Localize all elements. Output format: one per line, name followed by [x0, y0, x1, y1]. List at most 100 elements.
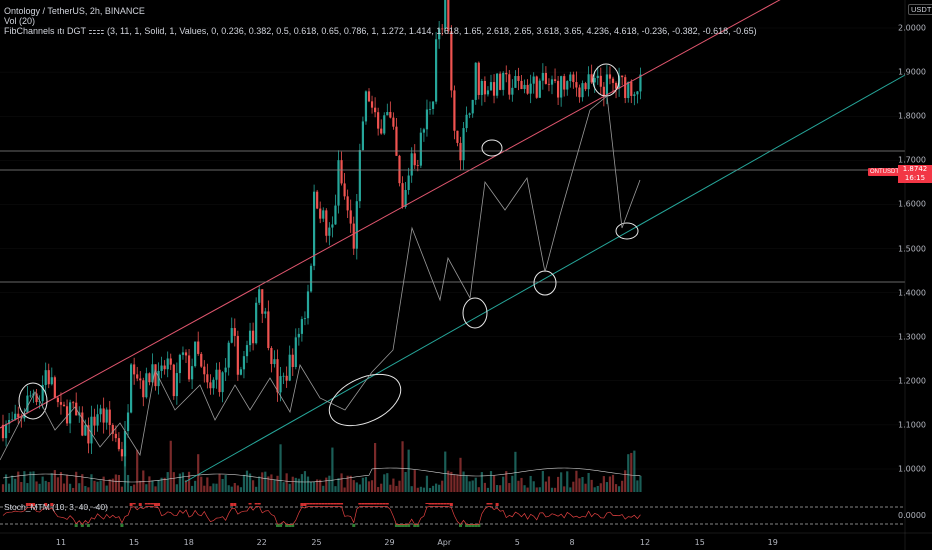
candle-body: [172, 364, 175, 397]
circle-annotation[interactable]: [462, 297, 488, 329]
stoch-overbought-fill: [25, 503, 29, 506]
volume-bar: [483, 482, 486, 492]
candle-body: [593, 78, 596, 83]
candle-body: [584, 83, 587, 90]
candle-body: [288, 354, 291, 381]
stoch-oversold-fill: [291, 524, 295, 527]
circle-annotation[interactable]: [481, 139, 503, 157]
volume-bar: [334, 486, 337, 492]
candle-body: [630, 81, 633, 96]
candle-body: [53, 377, 56, 398]
candle-body: [419, 132, 422, 166]
volume-bar: [395, 485, 398, 492]
circle-annotation[interactable]: [18, 382, 48, 420]
symbol-title[interactable]: Ontology / TetherUS, 2h, BINANCE: [4, 6, 145, 16]
volume-bar: [62, 483, 66, 492]
circle-annotation[interactable]: [321, 364, 408, 436]
volume-bar: [209, 486, 212, 492]
currency-label[interactable]: USDT: [908, 4, 932, 15]
candle-body: [553, 79, 557, 81]
stoch-overbought-fill: [364, 503, 368, 505]
volume-bar: [599, 483, 602, 492]
candle-body: [465, 114, 468, 129]
candle-body: [322, 210, 325, 219]
volume-indicator-label[interactable]: Vol (20): [4, 16, 36, 26]
volume-bar: [233, 483, 236, 492]
volume-bar: [477, 487, 480, 492]
stoch-overbought-fill: [150, 503, 154, 505]
stoch-oversold-fill: [459, 524, 462, 527]
lower-channel-line[interactable]: [184, 74, 906, 483]
candle-body: [130, 364, 133, 413]
volume-bar: [618, 486, 621, 492]
candle-body: [639, 74, 642, 92]
candle-body: [337, 160, 340, 206]
stoch-oversold-fill: [471, 524, 475, 527]
volume-bar: [602, 476, 605, 492]
volume-bar: [608, 476, 612, 492]
candle-body: [535, 76, 538, 98]
volume-bar: [181, 472, 185, 492]
volume-bar: [566, 471, 569, 492]
stoch-overbought-fill: [129, 503, 133, 506]
volume-bar: [105, 485, 108, 492]
fib-channels-indicator-label[interactable]: FibChannels ıtı DGT ⚏⚏ (3, 11, 1, Solid,…: [4, 26, 757, 36]
volume-bar: [230, 486, 233, 492]
candle-body: [111, 425, 114, 434]
candle-body: [206, 374, 209, 383]
candle-body: [441, 28, 444, 30]
upper-channel-line[interactable]: [0, 0, 785, 429]
volume-bar: [145, 484, 148, 492]
volume-bar: [23, 471, 26, 492]
candle-body: [557, 80, 560, 98]
candle-body: [133, 364, 136, 375]
volume-bar: [160, 477, 163, 492]
stoch-overbought-fill: [376, 503, 380, 505]
circle-annotation[interactable]: [592, 63, 620, 97]
stoch-panel: [0, 503, 905, 527]
stoch-overbought-fill: [382, 503, 386, 505]
volume-bar: [120, 486, 124, 492]
volume-bar: [108, 479, 111, 492]
price-tick: 1.3000: [898, 332, 926, 342]
volume-bar: [392, 478, 395, 492]
volume-bar: [11, 475, 14, 492]
candle-body: [520, 80, 523, 90]
volume-bar: [468, 481, 471, 492]
volume-bar: [401, 441, 404, 492]
volume-bar: [303, 471, 307, 492]
candle-body: [102, 408, 105, 423]
price-tick: 1.5000: [898, 244, 926, 253]
volume-bar: [572, 481, 575, 492]
stoch-indicator-label[interactable]: Stoch_MTM (10, 3, 40, -40): [4, 502, 108, 512]
circle-annotation[interactable]: [615, 222, 639, 240]
stoch-oversold-fill: [477, 524, 481, 527]
volume-bar: [499, 485, 502, 492]
stoch-overbought-fill: [486, 503, 490, 505]
current-price: 1.8742: [902, 165, 928, 173]
candle-body: [544, 72, 547, 84]
candle-body: [248, 330, 252, 346]
stoch-oversold-fill: [474, 524, 478, 527]
volume-bar: [1, 484, 5, 492]
candle-body: [587, 74, 590, 90]
volume-bar: [41, 476, 44, 492]
volume-bar: [65, 474, 69, 492]
candle-body: [447, 0, 450, 32]
volume-bar: [627, 454, 630, 492]
candle-body: [563, 76, 566, 90]
candle-body: [627, 81, 630, 99]
candle-body: [215, 369, 218, 380]
candle-body: [474, 62, 477, 100]
candle-body: [252, 330, 255, 344]
stoch-overbought-fill: [337, 503, 340, 505]
volume-bar: [569, 487, 572, 492]
volume-bar: [560, 472, 563, 492]
stoch-overbought-fill: [340, 503, 344, 505]
volume-bar: [532, 481, 535, 492]
date-tick: 19: [767, 538, 778, 547]
stoch-overbought-fill: [440, 503, 444, 505]
volume-bar: [84, 486, 87, 492]
volume-bar: [517, 480, 520, 492]
